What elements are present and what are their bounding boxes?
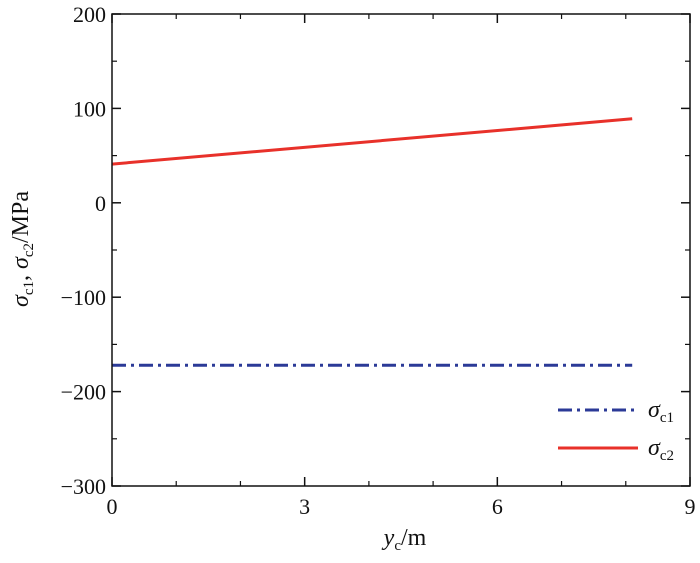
y-tick-label-0: −300 bbox=[61, 474, 106, 499]
series-line-sigma-c2 bbox=[111, 117, 633, 166]
legend-subscript-sigma-c1: c1 bbox=[660, 410, 674, 426]
y-axis-label-symbol-2: σ bbox=[8, 256, 34, 269]
x-tick-label-0: 0 bbox=[107, 494, 118, 519]
y-axis-label-sub-2: c2 bbox=[21, 243, 37, 257]
y-axis-label-symbol-1: σ bbox=[8, 294, 34, 307]
y-tick-label-1: −200 bbox=[61, 380, 106, 405]
y-axis-label-separator: , bbox=[8, 269, 34, 281]
y-tick-label-2: −100 bbox=[61, 285, 106, 310]
x-axis-label-subscript: c bbox=[394, 538, 401, 554]
legend-label-sigma-c2: σc2 bbox=[648, 435, 674, 464]
y-tick-label-3: 0 bbox=[95, 191, 106, 216]
x-axis-label-symbol: y bbox=[382, 525, 395, 551]
x-tick-label-2: 6 bbox=[492, 494, 503, 519]
y-axis-label-sub-1: c1 bbox=[21, 281, 37, 295]
legend-symbol-sigma-c1: σ bbox=[648, 397, 661, 423]
y-tick-label-4: 100 bbox=[73, 96, 106, 121]
y-axis-label: σc1, σc2/MPa bbox=[8, 191, 37, 307]
x-axis-label-unit: /m bbox=[401, 525, 427, 551]
legend: σc1 σc2 bbox=[558, 397, 674, 464]
x-tick-label-1: 3 bbox=[299, 494, 310, 519]
y-tick-label-5: 200 bbox=[73, 2, 106, 27]
legend-subscript-sigma-c2: c2 bbox=[660, 448, 674, 464]
x-axis-label: yc/m bbox=[382, 525, 427, 554]
legend-symbol-sigma-c2: σ bbox=[648, 435, 661, 461]
plot-frame bbox=[111, 13, 691, 487]
legend-label-sigma-c1: σc1 bbox=[648, 397, 674, 426]
x-tick-label-3: 9 bbox=[685, 494, 696, 519]
y-axis-label-unit: /MPa bbox=[8, 191, 34, 243]
